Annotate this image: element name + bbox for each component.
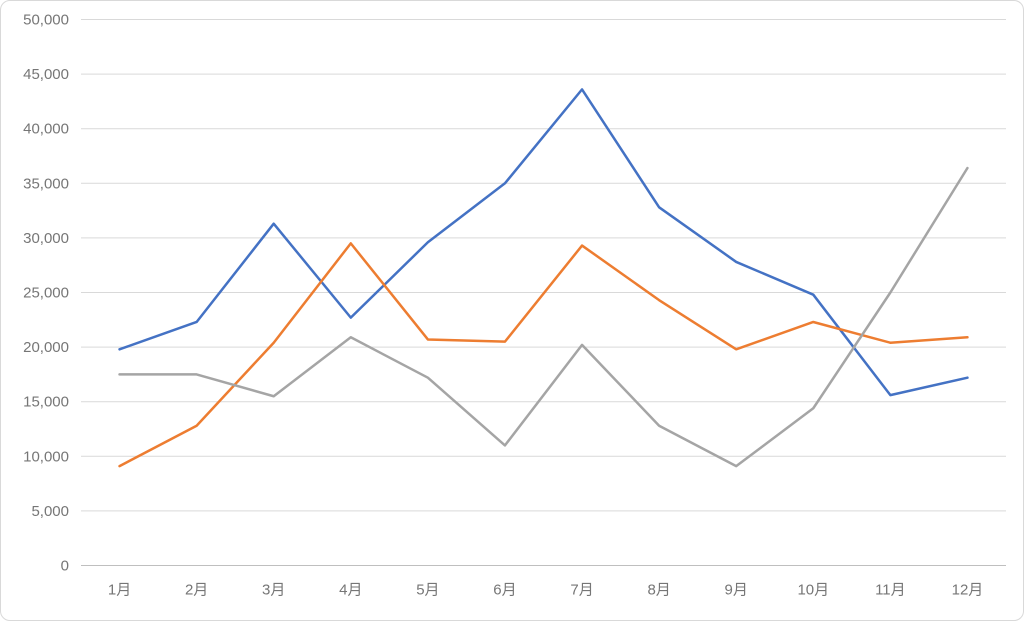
y-axis-tick-label: 20,000 — [23, 339, 69, 356]
y-axis-tick-label: 15,000 — [23, 394, 69, 411]
orange-series-line — [118, 242, 969, 468]
x-axis-tick-label: 7月 — [570, 582, 593, 599]
x-axis-tick-label: 6月 — [493, 582, 516, 599]
x-axis-tick-label: 1月 — [108, 582, 131, 599]
x-axis-tick-label: 11月 — [875, 582, 906, 599]
x-axis-tick-label: 5月 — [416, 582, 439, 599]
plot-area-series — [118, 88, 969, 468]
blue-series-line — [118, 88, 969, 397]
x-axis-tick-labels: 1月 2月 3月 4月 5月 6月 7月 8月 9月 10月 11月 12月 — [108, 582, 983, 599]
y-axis-tick-label: 45,000 — [23, 66, 69, 83]
x-axis-tick-label: 9月 — [725, 582, 748, 599]
y-axis-tick-label: 0 — [61, 558, 69, 575]
y-axis-tick-label: 10,000 — [23, 448, 69, 465]
x-axis-tick-label: 8月 — [647, 582, 670, 599]
y-axis-tick-label: 50,000 — [23, 12, 69, 29]
x-axis-tick-label: 10月 — [797, 582, 829, 599]
x-axis-tick-label: 3月 — [262, 582, 285, 599]
x-axis-tick-label: 4月 — [339, 582, 362, 599]
y-axis-tick-label: 40,000 — [23, 121, 69, 138]
y-axis-tick-label: 30,000 — [23, 230, 69, 247]
x-axis-tick-label: 12月 — [952, 582, 984, 599]
y-axis-tick-label: 35,000 — [23, 175, 69, 192]
y-axis-tick-label: 5,000 — [31, 503, 69, 520]
y-axis-tick-label: 25,000 — [23, 285, 69, 302]
x-axis-tick-label: 2月 — [185, 582, 208, 599]
gray-series-line — [118, 166, 969, 468]
y-axis-tick-labels: 0 5,000 10,000 15,000 20,000 25,000 30,000 35,0… — [23, 12, 69, 575]
